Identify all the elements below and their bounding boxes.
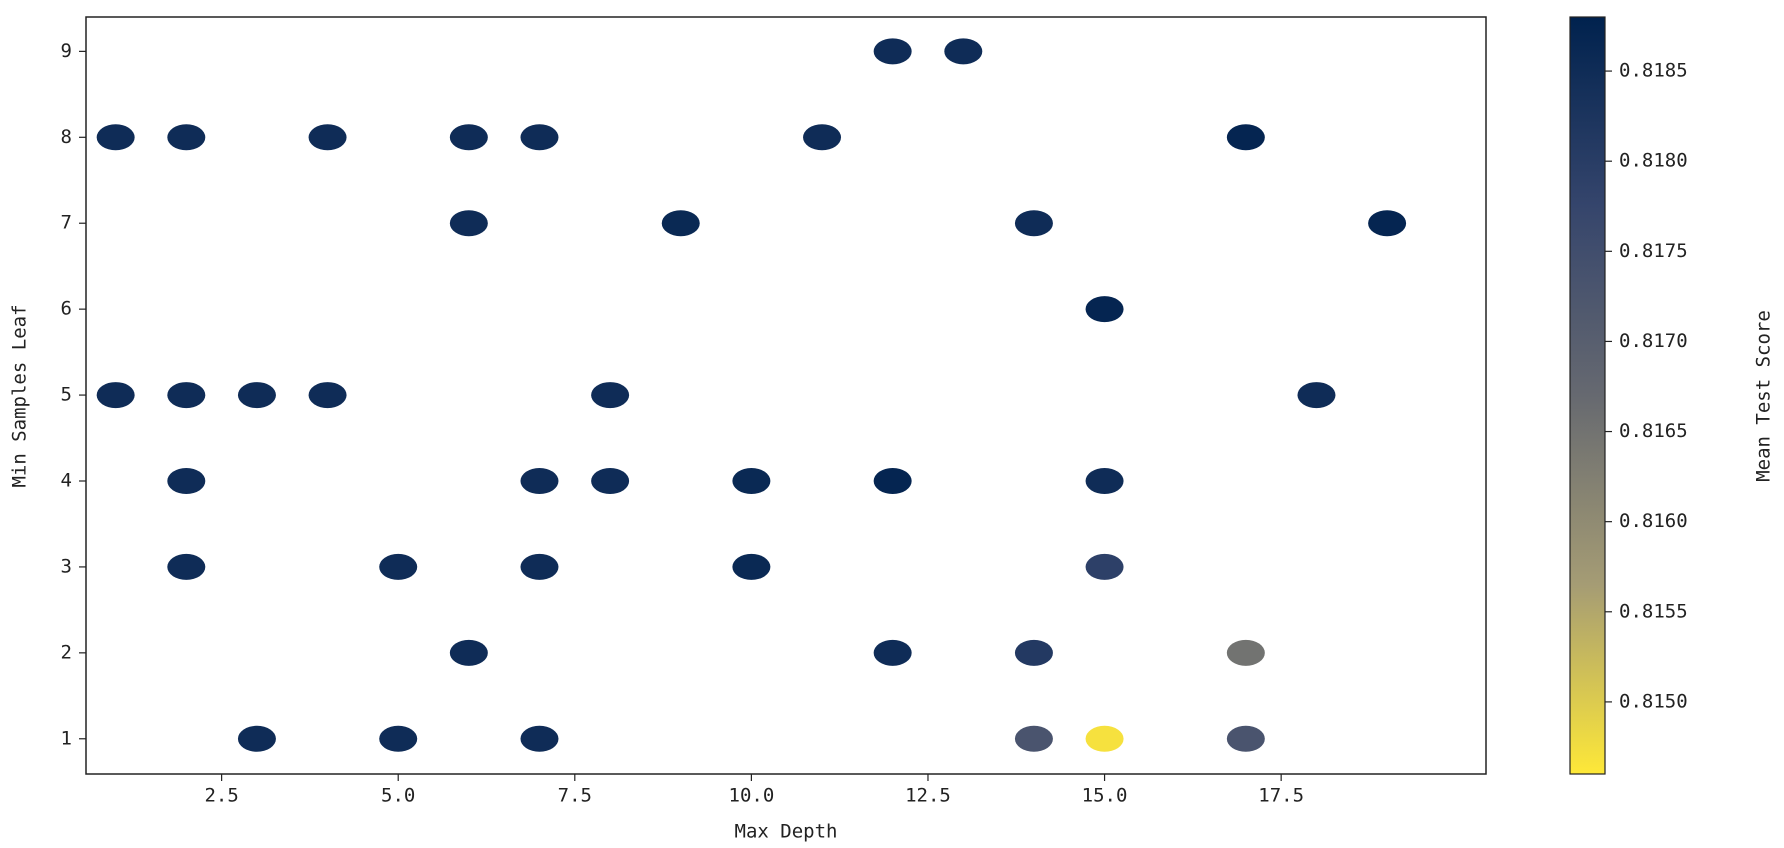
- point: [237, 382, 276, 409]
- point: [1226, 639, 1265, 666]
- x-tick-label: 2.5: [204, 785, 238, 807]
- point: [379, 553, 418, 580]
- point: [449, 124, 488, 151]
- x-axis-label: Max Depth: [735, 821, 838, 843]
- point: [1014, 639, 1053, 666]
- y-tick-label: 3: [61, 555, 72, 577]
- point: [96, 124, 135, 151]
- point: [1085, 467, 1124, 494]
- point: [520, 124, 559, 151]
- point: [167, 382, 206, 409]
- colorbar: [1569, 16, 1606, 775]
- point: [1085, 553, 1124, 580]
- y-tick-label: 6: [61, 298, 72, 320]
- y-tick-label: 8: [61, 126, 72, 148]
- colorbar-label: Mean Test Score: [1753, 310, 1775, 482]
- point: [732, 553, 771, 580]
- colorbar-tick-label: 0.8170: [1619, 330, 1688, 352]
- point: [308, 124, 347, 151]
- y-tick-label: 7: [61, 212, 72, 234]
- x-tick-label: 15.0: [1082, 785, 1128, 807]
- point: [237, 725, 276, 752]
- colorbar-tick-label: 0.8185: [1619, 60, 1688, 82]
- x-tick-label: 5.0: [381, 785, 415, 807]
- point: [591, 382, 630, 409]
- point: [591, 467, 630, 494]
- colorbar-tick-label: 0.8165: [1619, 420, 1688, 442]
- colorbar-tick-label: 0.8160: [1619, 510, 1688, 532]
- x-tick-label: 12.5: [905, 785, 951, 807]
- point: [873, 38, 912, 65]
- y-tick-label: 4: [61, 469, 72, 491]
- colorbar-tick-label: 0.8155: [1619, 600, 1688, 622]
- point: [167, 124, 206, 151]
- y-tick-label: 5: [61, 384, 72, 406]
- x-tick-label: 17.5: [1258, 785, 1304, 807]
- y-tick-label: 2: [61, 641, 72, 663]
- point: [167, 467, 206, 494]
- point: [1014, 725, 1053, 752]
- colorbar-tick-label: 0.8175: [1619, 240, 1688, 262]
- point: [944, 38, 983, 65]
- colorbar-tick-label: 0.8180: [1619, 150, 1688, 172]
- y-tick-label: 1: [61, 727, 72, 749]
- point: [167, 553, 206, 580]
- y-axis-label: Min Samples Leaf: [9, 304, 31, 487]
- point: [449, 210, 488, 237]
- point: [803, 124, 842, 151]
- point: [873, 467, 912, 494]
- colorbar-tick-label: 0.8150: [1619, 690, 1688, 712]
- y-tick-label: 9: [61, 40, 72, 62]
- point: [1014, 210, 1053, 237]
- point: [661, 210, 700, 237]
- x-tick-label: 10.0: [729, 785, 775, 807]
- point: [449, 639, 488, 666]
- point: [732, 467, 771, 494]
- point: [1085, 296, 1124, 323]
- point: [1085, 725, 1124, 752]
- point: [1368, 210, 1407, 237]
- point: [308, 382, 347, 409]
- point: [379, 725, 418, 752]
- plot-frame: [85, 16, 1487, 775]
- point: [520, 553, 559, 580]
- point: [1226, 725, 1265, 752]
- x-tick-label: 7.5: [558, 785, 592, 807]
- point: [1297, 382, 1336, 409]
- point: [1226, 124, 1265, 151]
- point: [520, 467, 559, 494]
- point: [873, 639, 912, 666]
- point: [520, 725, 559, 752]
- point: [96, 382, 135, 409]
